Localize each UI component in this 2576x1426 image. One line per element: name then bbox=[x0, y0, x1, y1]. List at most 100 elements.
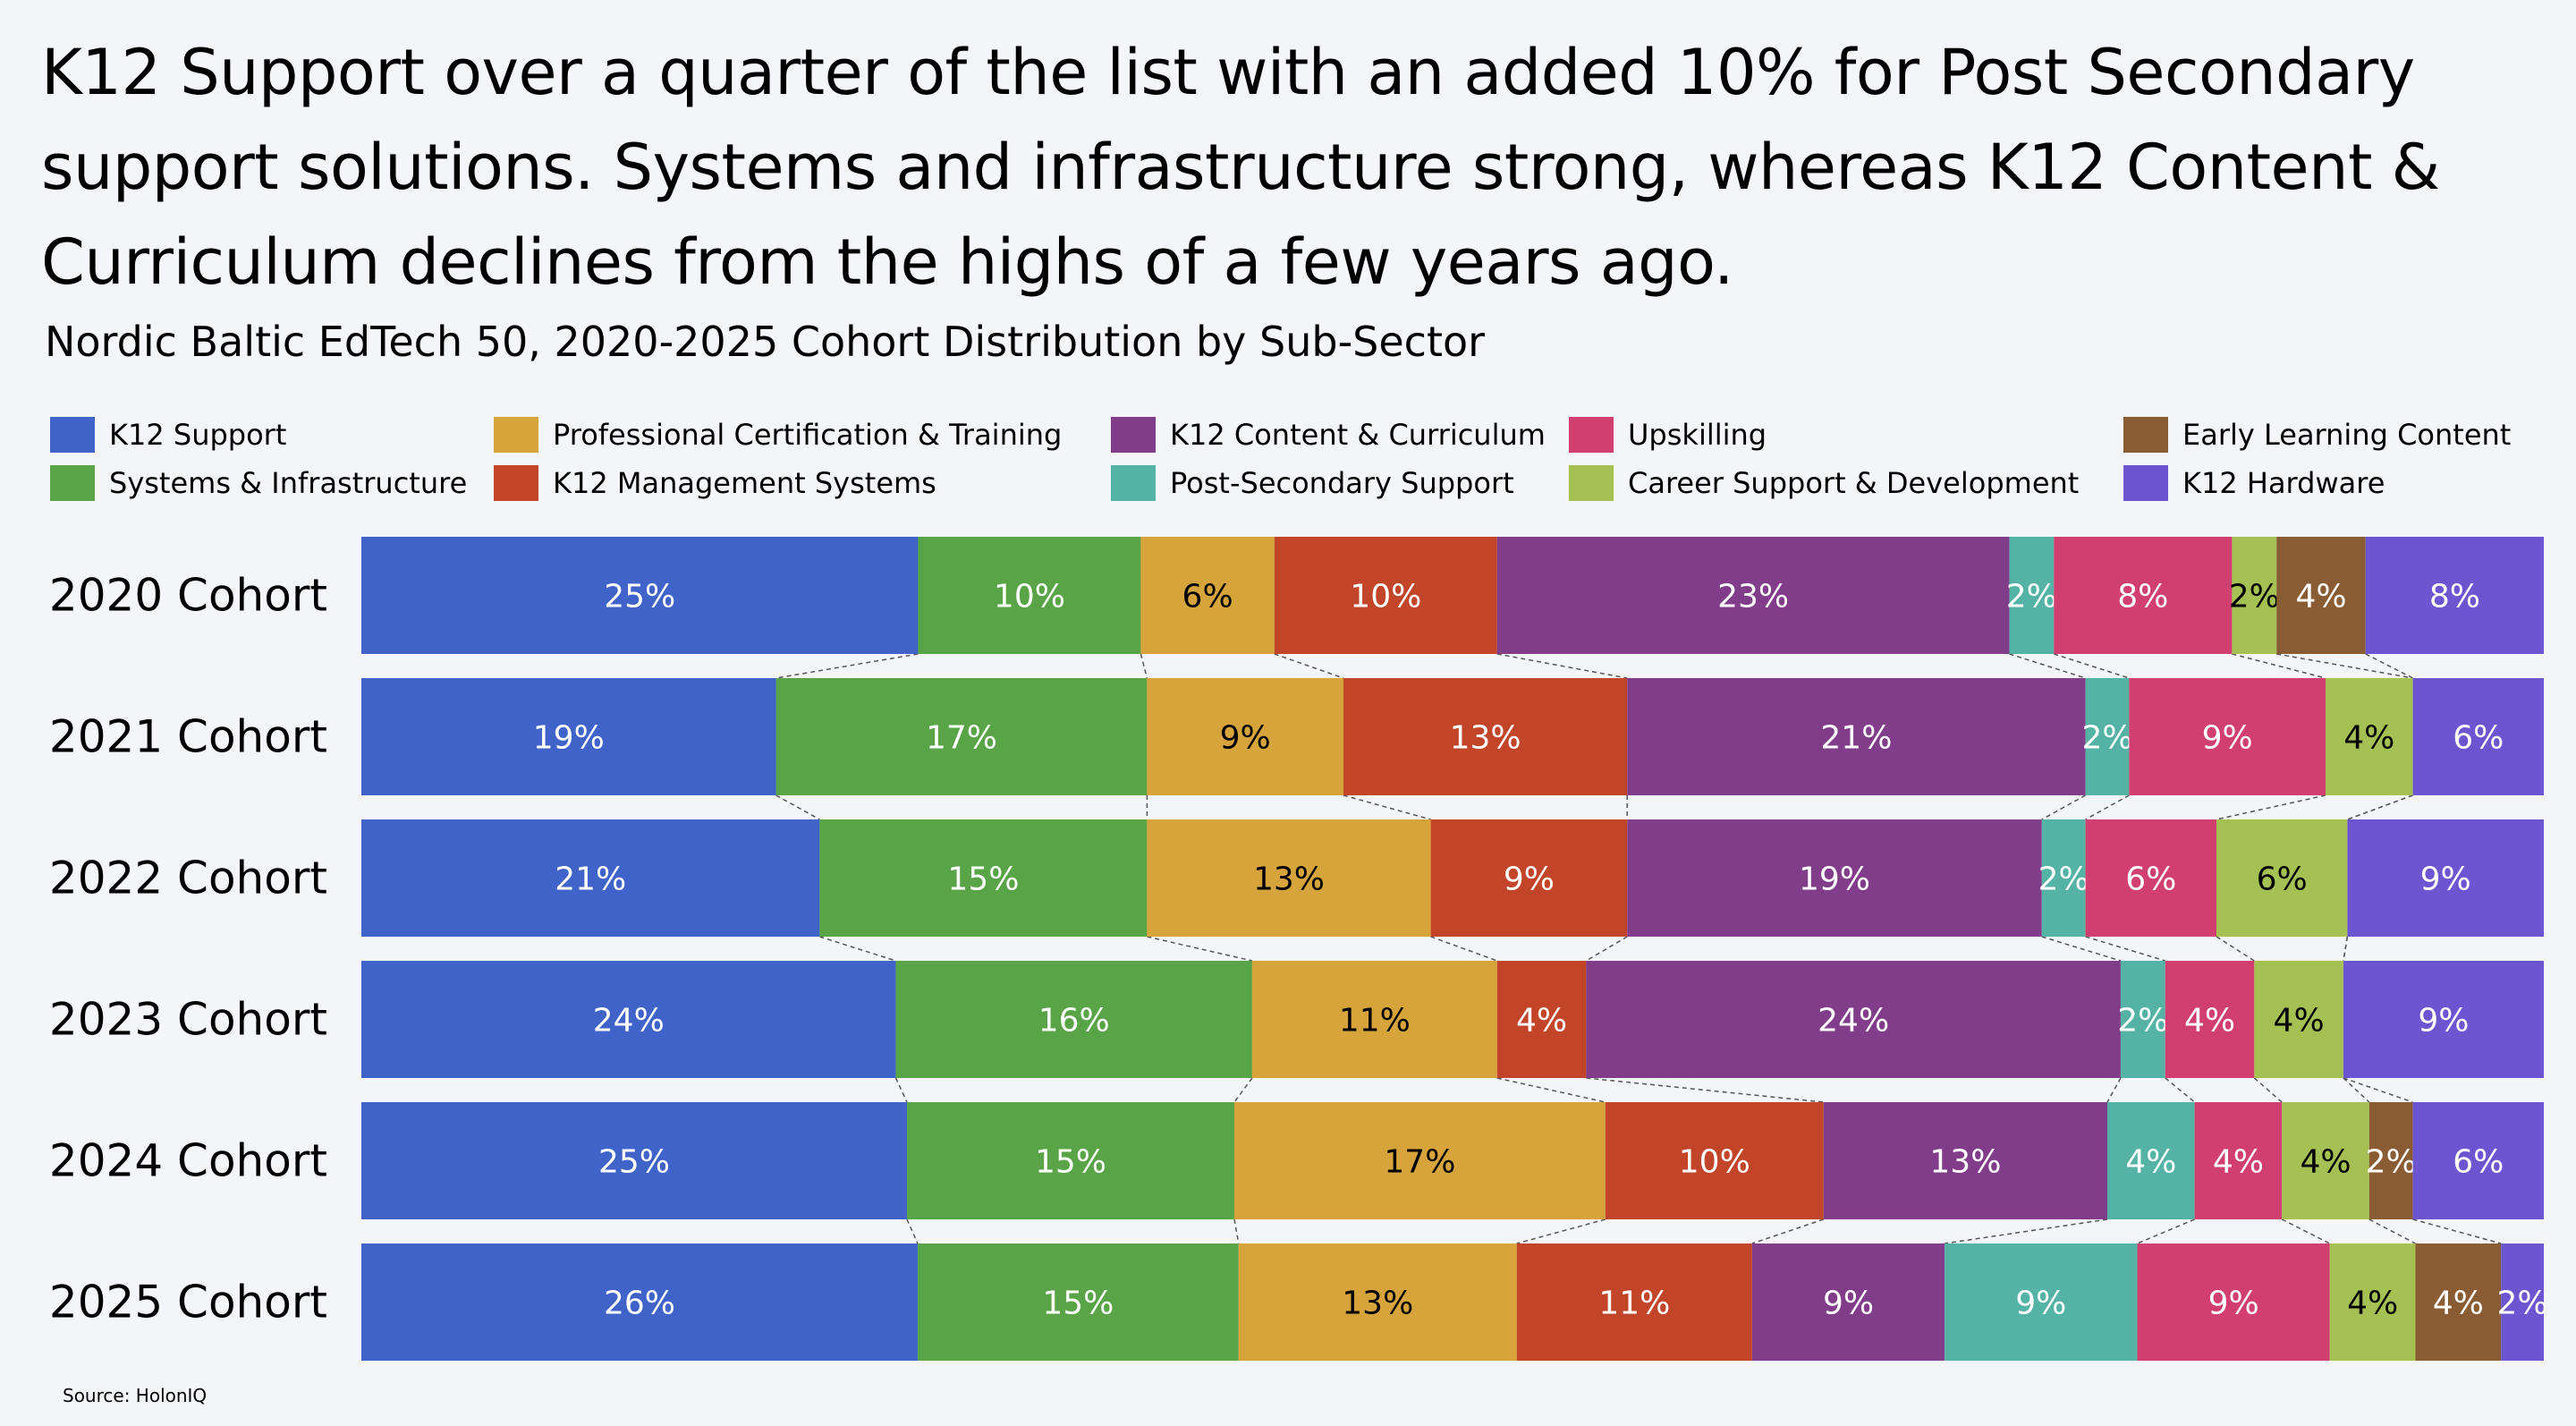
bar-segment-professional-certification-and-training bbox=[1147, 819, 1431, 937]
bar-segment-k12-management-systems bbox=[1343, 678, 1628, 795]
bar-segment-k12-management-systems bbox=[1516, 1244, 1752, 1361]
data-label: 11% bbox=[1598, 1286, 1670, 1322]
data-label: 9% bbox=[2418, 1003, 2469, 1040]
legend-swatch bbox=[50, 417, 95, 453]
bar-segment-upskilling bbox=[2137, 1244, 2330, 1361]
connector-line bbox=[1586, 1077, 1824, 1103]
data-label: 4% bbox=[2184, 1003, 2235, 1040]
bar-segment-k12-hardware bbox=[2365, 537, 2544, 654]
data-label: 9% bbox=[2015, 1286, 2066, 1322]
data-label: 26% bbox=[604, 1286, 675, 1322]
connector-lines bbox=[775, 653, 2502, 1244]
connector-line bbox=[2343, 1077, 2370, 1103]
data-label: 9% bbox=[2420, 862, 2471, 898]
data-label: 9% bbox=[1504, 862, 1555, 898]
data-label: 6% bbox=[2453, 720, 2504, 757]
legend-label: Upskilling bbox=[1628, 418, 1767, 452]
legend-label: K12 Support bbox=[109, 418, 287, 452]
bar-segment-upskilling bbox=[2054, 537, 2233, 654]
legend-label: Professional Certification & Training bbox=[553, 418, 1063, 452]
bar-segment-k12-content-and-curriculum bbox=[1586, 961, 2121, 1078]
data-label: 6% bbox=[2453, 1144, 2504, 1181]
bar-segment-k12-support bbox=[361, 819, 820, 937]
bar-segment-professional-certification-and-training bbox=[1147, 678, 1343, 795]
bar-segment-k12-hardware bbox=[2412, 678, 2544, 795]
source-note: Source: HolonIQ bbox=[63, 1385, 208, 1406]
legend-swatch bbox=[494, 417, 538, 453]
legend-label: K12 Management Systems bbox=[553, 466, 936, 500]
data-label: 10% bbox=[1350, 579, 1421, 615]
legend-swatch bbox=[1111, 465, 1156, 501]
legend-swatch bbox=[1111, 417, 1156, 453]
bar-segment-early-learning-content bbox=[2276, 537, 2366, 654]
bar-segment-systems-and-infrastructure bbox=[819, 819, 1148, 937]
bar-segment-career-support-and-development bbox=[2254, 961, 2343, 1078]
legend-swatch bbox=[1569, 465, 1614, 501]
data-label: 4% bbox=[2125, 1144, 2176, 1181]
data-label-background bbox=[2043, 856, 2085, 896]
bar-segment-upskilling bbox=[2085, 819, 2216, 937]
bar-segment-post-secondary-support bbox=[2107, 1102, 2195, 1219]
bar-segment-professional-certification-and-training bbox=[1251, 961, 1497, 1078]
legend-label: K12 Content & Curriculum bbox=[1170, 418, 1546, 452]
legend-item-k12-support: K12 Support bbox=[50, 417, 286, 453]
data-label: 4% bbox=[2433, 1286, 2484, 1322]
connector-line bbox=[1147, 936, 1253, 962]
bar-segment-k12-hardware bbox=[2412, 1102, 2544, 1219]
connector-line bbox=[2276, 653, 2413, 679]
bar-segment-k12-content-and-curriculum bbox=[1627, 819, 2042, 937]
data-label: 2% bbox=[2366, 1144, 2417, 1181]
data-label: 9% bbox=[1220, 720, 1271, 757]
data-label: 13% bbox=[1342, 1286, 1413, 1322]
connector-line bbox=[2216, 936, 2255, 962]
bar-segment-upskilling bbox=[2129, 678, 2326, 795]
connector-line bbox=[1945, 1218, 2108, 1244]
legend-swatch bbox=[50, 465, 95, 501]
headline: K12 Support over a quarter of the list w… bbox=[41, 36, 2440, 299]
legend-item-professional-certification-and-training: Professional Certification & Training bbox=[494, 417, 1062, 453]
legend-item-k12-content-and-curriculum: K12 Content & Curriculum bbox=[1111, 417, 1546, 453]
bar-row-2024-cohort: 2024 Cohort 25% 15% 17% 10% 13% 4% 4% 4% 2% 6% bbox=[49, 1102, 2544, 1219]
data-label: 6% bbox=[1182, 579, 1233, 615]
legend-item-k12-management-systems: K12 Management Systems bbox=[494, 465, 936, 501]
data-label: 21% bbox=[1820, 720, 1892, 757]
data-label-background bbox=[2233, 573, 2275, 614]
connector-line bbox=[775, 653, 919, 679]
connector-line bbox=[1516, 1218, 1606, 1244]
data-label: 4% bbox=[2300, 1144, 2351, 1181]
bar-segment-systems-and-infrastructure bbox=[895, 961, 1252, 1078]
bar-segment-k12-support bbox=[361, 1102, 907, 1219]
legend-item-upskilling: Upskilling bbox=[1569, 417, 1767, 453]
connector-line bbox=[1233, 1077, 1253, 1103]
connector-line bbox=[1233, 1218, 1240, 1244]
bar-segment-career-support-and-development bbox=[2282, 1102, 2369, 1219]
bar-segment-career-support-and-development bbox=[2216, 819, 2348, 937]
bar-segment-k12-management-systems bbox=[1496, 961, 1587, 1078]
connector-line bbox=[2085, 936, 2165, 962]
chart-title: Nordic Baltic EdTech 50, 2020-2025 Cohor… bbox=[45, 318, 1486, 366]
bar-segment-professional-certification-and-training bbox=[1238, 1244, 1517, 1361]
data-label: 15% bbox=[1035, 1144, 1106, 1181]
data-label: 25% bbox=[604, 579, 675, 615]
connector-line bbox=[2343, 936, 2349, 962]
connector-line bbox=[1496, 653, 1628, 679]
bar-segment-k12-management-systems bbox=[1430, 819, 1628, 937]
connector-line bbox=[2165, 1077, 2196, 1103]
bar-row-2025-cohort: 2025 Cohort 26% 15% 13% 11% 9% 9% 9% 4% 4% 2% bbox=[49, 1244, 2548, 1361]
data-label: 2% bbox=[2081, 720, 2132, 757]
data-label-background bbox=[2502, 1280, 2544, 1320]
connector-line bbox=[1274, 653, 1344, 679]
legend-item-systems-and-infrastructure: Systems & Infrastructure bbox=[50, 465, 467, 501]
bar-segment-k12-support bbox=[361, 1244, 918, 1361]
legend-label: K12 Hardware bbox=[2182, 466, 2385, 500]
connector-line bbox=[894, 1077, 908, 1103]
connector-line bbox=[2041, 936, 2122, 962]
data-label: 9% bbox=[2202, 720, 2253, 757]
connector-line bbox=[906, 1218, 919, 1244]
bar-segment-systems-and-infrastructure bbox=[917, 1244, 1239, 1361]
data-label: 4% bbox=[2295, 579, 2346, 615]
connector-line bbox=[1343, 794, 1431, 820]
connector-line bbox=[1140, 653, 1148, 679]
bar-segment-professional-certification-and-training bbox=[1234, 1102, 1606, 1219]
